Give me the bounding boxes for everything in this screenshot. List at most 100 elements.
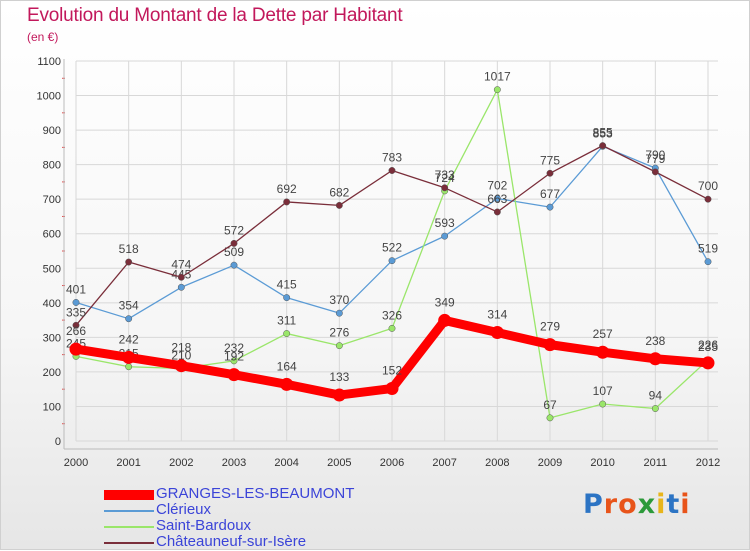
y-tick-label: 600 [43,229,61,241]
data-label-saint-bardoux: 724 [435,171,455,185]
data-point-chateauneuf-sur-isere [72,321,80,329]
data-label-clerieux: 401 [66,282,86,296]
data-label-granges-les-beaumont: 266 [66,324,86,338]
data-label-chateauneuf-sur-isere: 663 [487,192,507,206]
data-point-granges-les-beaumont [69,342,83,356]
data-point-granges-les-beaumont [490,326,504,340]
data-point-saint-bardoux [388,324,396,332]
data-point-clerieux [493,195,501,202]
data-point-granges-les-beaumont [122,350,136,364]
y-tick-label: 100 [43,401,61,413]
data-label-granges-les-beaumont: 226 [698,338,718,352]
x-tick-label: 2007 [432,457,456,469]
data-label-chateauneuf-sur-isere: 682 [329,185,349,199]
data-point-saint-bardoux [546,414,554,422]
data-label-granges-les-beaumont: 218 [171,341,191,355]
data-point-granges-les-beaumont [438,313,452,327]
data-point-clerieux [546,203,554,211]
data-point-chateauneuf-sur-isere [230,239,238,247]
data-point-chateauneuf-sur-isere [177,273,185,281]
data-point-saint-bardoux [493,86,501,94]
data-label-granges-les-beaumont: 192 [224,350,244,364]
data-label-saint-bardoux: 107 [593,384,613,398]
data-label-clerieux: 790 [645,148,665,162]
data-point-saint-bardoux [599,400,607,408]
data-label-saint-bardoux: 1017 [484,70,511,84]
data-point-granges-les-beaumont [385,381,399,395]
data-label-saint-bardoux: 94 [649,389,663,403]
data-point-saint-bardoux [651,405,659,412]
data-label-clerieux: 677 [540,187,560,201]
data-label-clerieux: 593 [435,216,455,230]
chart-title: Evolution du Montant de la Dette par Hab… [27,5,403,26]
data-label-granges-les-beaumont: 257 [593,327,613,341]
x-tick-label: 2012 [696,457,720,469]
data-point-clerieux [441,232,449,240]
data-point-granges-les-beaumont [596,345,610,359]
data-point-granges-les-beaumont [543,338,557,352]
data-point-chateauneuf-sur-isere [335,201,343,209]
data-point-clerieux [125,315,133,323]
data-label-chateauneuf-sur-isere: 474 [171,257,191,271]
data-point-clerieux [230,261,238,269]
data-label-chateauneuf-sur-isere: 335 [66,305,86,319]
data-point-saint-bardoux [230,357,238,365]
y-tick-label: 200 [43,367,61,379]
logo-letter: r [603,489,619,520]
data-point-clerieux [72,299,80,306]
data-label-chateauneuf-sur-isere: 783 [382,151,402,165]
data-point-chateauneuf-sur-isere [651,168,659,176]
x-tick-label: 2005 [327,457,351,469]
data-label-chateauneuf-sur-isere: 572 [224,223,244,237]
x-tick-label: 2009 [538,457,562,469]
data-label-granges-les-beaumont: 349 [435,295,455,309]
data-point-chateauneuf-sur-isere [546,169,554,177]
proxiti-logo: Proxiti [583,489,691,520]
data-point-chateauneuf-sur-isere [388,167,396,174]
logo-letter: P [583,489,604,520]
legend-swatch [104,542,154,544]
logo-letter: i [656,489,667,520]
logo-letter: o [618,489,638,520]
data-label-clerieux: 519 [698,242,718,256]
data-point-chateauneuf-sur-isere [283,198,291,206]
y-tick-label: 300 [43,332,61,344]
data-label-saint-bardoux: 232 [224,341,244,355]
data-point-clerieux [704,258,712,266]
x-tick-label: 2006 [380,457,404,469]
data-point-saint-bardoux [125,363,133,371]
data-label-chateauneuf-sur-isere: 733 [435,168,455,182]
data-point-clerieux [283,294,291,302]
data-point-chateauneuf-sur-isere [125,258,133,266]
y-tick-label: 1000 [37,91,61,103]
logo-letter: t [666,489,681,520]
data-label-chateauneuf-sur-isere: 692 [277,182,297,196]
x-tick-label: 2002 [169,457,193,469]
legend-label: Saint-Bardoux [156,517,252,534]
data-label-granges-les-beaumont: 242 [119,332,139,346]
x-tick-label: 2003 [222,457,246,469]
data-label-granges-les-beaumont: 279 [540,320,560,334]
legend-label: GRANGES-LES-BEAUMONT [156,485,355,502]
data-point-granges-les-beaumont [701,356,715,370]
data-label-saint-bardoux: 276 [329,326,349,340]
data-label-chateauneuf-sur-isere: 855 [593,126,613,140]
data-label-chateauneuf-sur-isere: 518 [119,242,139,256]
logo-letter: x [637,489,657,520]
legend-swatch [104,510,154,512]
x-tick-label: 2001 [116,457,140,469]
logo-letter: i [680,489,691,520]
data-point-granges-les-beaumont [332,388,346,402]
data-point-granges-les-beaumont [174,359,188,373]
y-tick-label: 1100 [37,56,61,68]
data-label-clerieux: 702 [487,178,507,192]
data-label-granges-les-beaumont: 238 [645,334,665,348]
data-point-granges-les-beaumont [227,368,241,382]
data-label-clerieux: 853 [593,126,613,140]
data-label-chateauneuf-sur-isere: 775 [540,153,560,167]
data-label-clerieux: 522 [382,241,402,255]
x-tick-label: 2010 [590,457,614,469]
data-point-chateauneuf-sur-isere [493,208,501,216]
